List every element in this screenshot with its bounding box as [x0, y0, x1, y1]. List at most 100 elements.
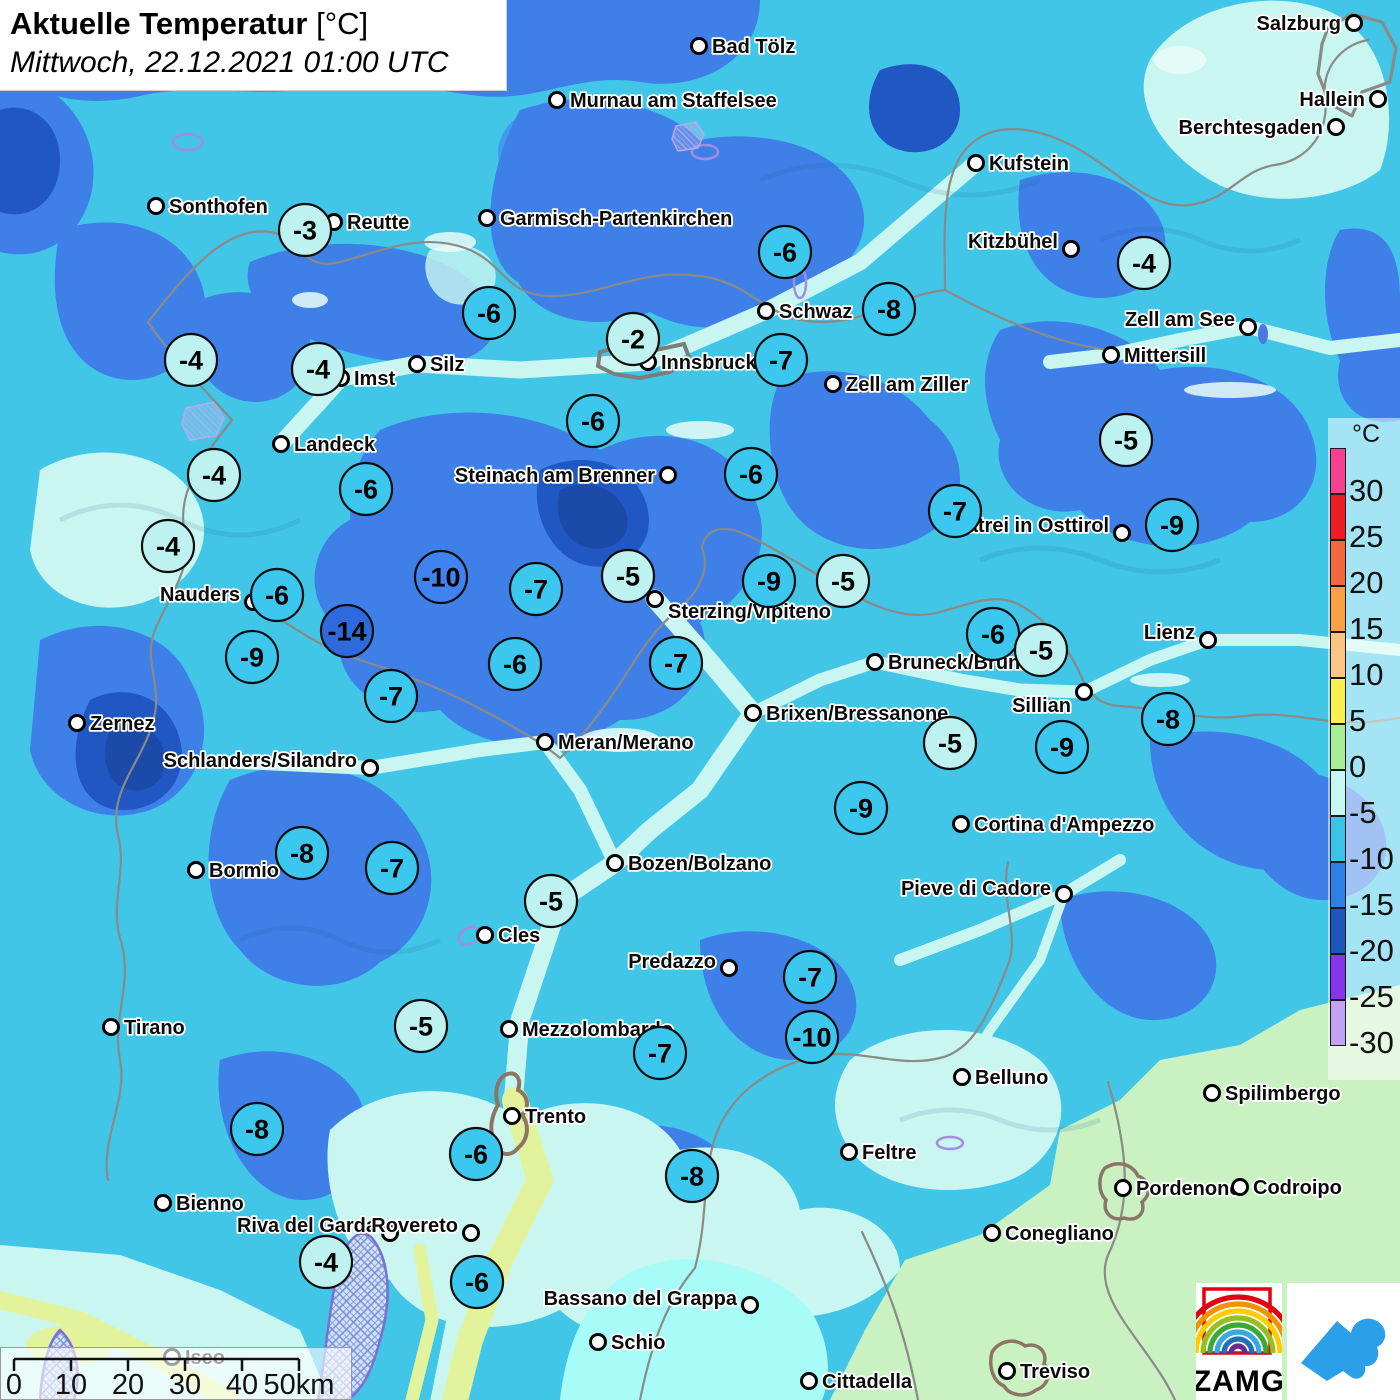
city-marker	[1102, 346, 1120, 364]
zamg-logo-text: ZAMG	[1196, 1365, 1282, 1398]
station-temperature: -4	[314, 1248, 338, 1278]
city-marker	[1113, 524, 1131, 542]
colorbar-label: -10	[1349, 841, 1394, 876]
colorbar-segment	[1330, 586, 1346, 632]
city-label: Treviso	[1020, 1361, 1090, 1383]
colorbar-label: -15	[1349, 887, 1394, 922]
city-marker	[478, 209, 496, 227]
city-marker	[68, 714, 86, 732]
station-temperature: -7	[798, 963, 822, 993]
station-badge: -5	[815, 553, 871, 609]
station-circle	[229, 1101, 285, 1157]
city: Silz	[408, 352, 466, 378]
station-badge: -4	[140, 518, 196, 574]
colorbar-label: -25	[1349, 979, 1394, 1014]
station-temperature: -6	[739, 460, 763, 490]
city: Cittadella	[800, 1369, 915, 1395]
colorbar-unit: °C	[1352, 420, 1381, 448]
station-badge: -4	[1116, 235, 1172, 291]
station-circle	[140, 518, 196, 574]
city: Nauders	[158, 582, 262, 611]
city-marker	[1231, 1178, 1249, 1196]
colorbar-segment	[1330, 724, 1346, 770]
station-circle	[413, 549, 469, 605]
station-badge: -4	[290, 341, 346, 397]
colorbar-segment	[1330, 816, 1346, 862]
station-temperature: -5	[539, 887, 563, 917]
city-marker	[866, 653, 884, 671]
station-circle	[632, 1025, 688, 1081]
station-temperature: -6	[581, 407, 605, 437]
station-temperature: -9	[757, 567, 781, 597]
colorbar-segment	[1330, 632, 1346, 678]
city-marker	[757, 302, 775, 320]
station-badge: -9	[741, 553, 797, 609]
map-title: Aktuelle Temperatur [°C]	[10, 6, 368, 42]
city-label: Kufstein	[989, 153, 1069, 175]
station-circle	[449, 1254, 505, 1310]
zamg-logo: ZAMG	[1179, 1283, 1297, 1400]
station-circle	[648, 635, 704, 691]
city: Meran/Merano	[536, 730, 695, 756]
city-marker	[1327, 118, 1345, 136]
stations-layer: -3 -6 -4 -6 -8 -2 -7 -4 -4 -6 -5 -4 -6 -6 -7 -9 -4 -10 -7 -…	[140, 202, 1200, 1310]
city-label: Lienz	[1144, 622, 1195, 644]
station-badge: -5	[922, 715, 978, 771]
station-temperature: -8	[290, 839, 314, 869]
station-badge: -10	[784, 1009, 840, 1065]
city-label: Rovereto	[371, 1215, 458, 1237]
station-badge: -7	[364, 840, 420, 896]
city-label: Schio	[611, 1332, 665, 1354]
colorbar-label: -20	[1349, 933, 1394, 968]
city-marker	[741, 1296, 759, 1314]
partner-logo	[1287, 1283, 1400, 1400]
station-temperature: -4	[202, 461, 226, 491]
station-badge: -8	[861, 281, 917, 337]
city-label: Kitzbühel	[968, 231, 1058, 253]
city-marker	[500, 1020, 518, 1038]
city-label: Predazzo	[628, 951, 716, 973]
scale-tick-label: 0	[6, 1369, 22, 1399]
station-badge: -3	[277, 202, 333, 258]
city-label: Nauders	[160, 584, 240, 606]
station-badge: -7	[782, 949, 838, 1005]
station-temperature: -8	[877, 295, 901, 325]
city-label: Sillian	[1012, 695, 1071, 717]
station-circle	[605, 311, 661, 367]
city: Cles	[476, 923, 542, 949]
distance-scale-bar: 0 10 20 30 40 50km	[0, 1347, 352, 1400]
station-circle	[815, 553, 871, 609]
station-circle	[922, 715, 978, 771]
station-circle	[600, 548, 656, 604]
city-marker	[744, 704, 762, 722]
city: Codroipo	[1231, 1175, 1344, 1201]
station-badge: -8	[1140, 691, 1196, 747]
station-temperature: -9	[849, 794, 873, 824]
city-label: Zernez	[90, 713, 154, 735]
station-circle	[487, 636, 543, 692]
title-box: Aktuelle Temperatur [°C] Mittwoch, 22.12…	[0, 0, 507, 91]
station-circle	[757, 224, 813, 280]
station-temperature: -6	[981, 620, 1005, 650]
station-badge: -4	[186, 447, 242, 503]
city-marker	[690, 37, 708, 55]
city-boundary-outlines	[489, 341, 1151, 1397]
city-marker	[998, 1362, 1016, 1380]
station-badge: -6	[448, 1126, 504, 1182]
station-temperature: -6	[465, 1268, 489, 1298]
city-label: Innsbruck	[661, 352, 757, 374]
city: Bassano del Grappa	[542, 1286, 759, 1314]
city-marker	[548, 91, 566, 109]
city-marker	[646, 590, 664, 608]
city-marker	[967, 154, 985, 172]
station-badge: -9	[1034, 719, 1090, 775]
city: Bienno	[154, 1191, 246, 1217]
station-badge: -5	[1098, 412, 1154, 468]
station-badge: -4	[298, 1234, 354, 1290]
city-label: Spilimbergo	[1225, 1083, 1341, 1105]
scale-bar-graphic: 0 10 20 30 40 50km	[6, 1357, 334, 1400]
station-badge: -6	[461, 285, 517, 341]
city-marker	[952, 815, 970, 833]
station-badge: -10	[413, 549, 469, 605]
station-badge: -6	[487, 636, 543, 692]
